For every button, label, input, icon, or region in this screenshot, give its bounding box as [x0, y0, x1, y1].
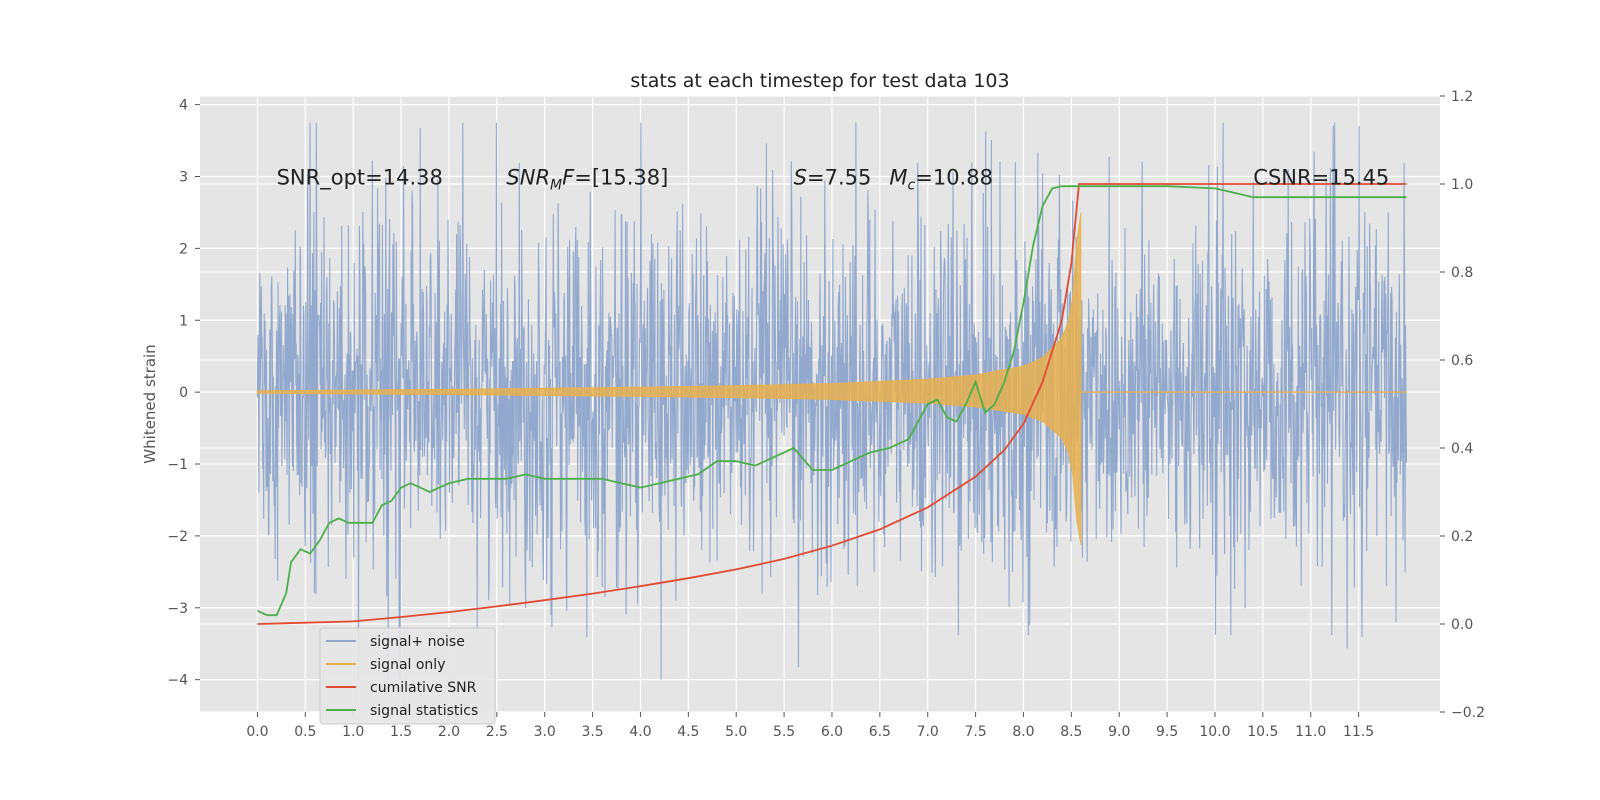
y-tick-label: 2 [179, 241, 188, 257]
x-tick-label: 0.0 [246, 724, 268, 740]
x-axis-ticks: 0.0 0.5 1.0 1.5 2.0 2.5 3.0 3.5 4.0 4.5 5.0 5.5 6.0 6… [246, 712, 1374, 740]
annotations: SNR_opt=14.38 SNRMF=[15.38] S=7.55 Mc=10.88… [277, 166, 1390, 194]
y2-tick-label: 0.6 [1451, 353, 1473, 369]
y-axis-ticks: 4 3 2 1 0 −1 −2 −3 −4 [167, 98, 200, 689]
legend-label: cumilative SNR [370, 680, 477, 696]
x-tick-label: 5.5 [773, 724, 795, 740]
x-tick-label: 2.5 [486, 724, 508, 740]
y-tick-label: 0 [179, 385, 188, 401]
cumilative-snr-line [257, 183, 1407, 625]
legend-frame [319, 627, 496, 725]
x-tick-label: 5.0 [725, 724, 747, 740]
y-tick-label: 1 [179, 313, 188, 329]
y-tick-label: −3 [167, 601, 188, 617]
x-tick-label: 10.5 [1247, 724, 1278, 740]
annotation-0: SNR_opt=14.38 [277, 166, 443, 191]
signal-only-envelope [257, 212, 1082, 545]
y-axis-label: Whitened strain [141, 344, 159, 463]
y2-tick-label: 1.2 [1451, 89, 1473, 105]
y2-tick-label: 0.0 [1451, 617, 1473, 633]
y-tick-label: 3 [179, 170, 188, 186]
annotation-3: Mc=10.88 [889, 166, 993, 194]
annotation-4: CSNR=15.45 [1253, 166, 1389, 190]
y-tick-label: 4 [179, 98, 188, 114]
y-tick-label: −4 [167, 673, 188, 689]
x-tick-label: 8.5 [1060, 724, 1082, 740]
x-tick-label: 11.0 [1295, 724, 1326, 740]
x-tick-label: 0.5 [294, 724, 316, 740]
y-tick-label: −2 [167, 529, 188, 545]
x-tick-label: 7.0 [917, 724, 939, 740]
signal-only-series [257, 212, 1407, 545]
y2-tick-label: 1.0 [1451, 177, 1473, 193]
x-tick-label: 1.0 [342, 724, 364, 740]
chart-title: stats at each timestep for test data 103 [630, 70, 1009, 92]
x-tick-label: 11.5 [1343, 724, 1374, 740]
x-tick-label: 9.0 [1108, 724, 1130, 740]
annotation-1: SNRMF=[15.38] [506, 166, 668, 194]
x-tick-label: 1.5 [390, 724, 412, 740]
x-tick-label: 8.0 [1012, 724, 1034, 740]
y-tick-label: −1 [167, 457, 188, 473]
legend: signal+ noise signal only cumilative SNR si… [319, 627, 496, 725]
y2-tick-label: 0.2 [1451, 529, 1473, 545]
x-tick-label: 4.5 [677, 724, 699, 740]
x-tick-label: 2.0 [438, 724, 460, 740]
signal-statistics-line [257, 185, 1407, 617]
x-tick-label: 3.5 [581, 724, 603, 740]
signal-noise-series [256, 122, 1408, 680]
annotation-2: S=7.55 [794, 166, 872, 190]
right-axis-series [257, 183, 1407, 625]
x-tick-label: 6.0 [821, 724, 843, 740]
legend-label: signal statistics [370, 703, 478, 719]
x-tick-label: 6.5 [869, 724, 891, 740]
legend-label: signal only [370, 657, 445, 673]
signal-noise-line [256, 122, 1408, 680]
y2-tick-label: 0.8 [1451, 265, 1473, 281]
y2-tick-label: −0.2 [1451, 705, 1485, 721]
legend-label: signal+ noise [370, 634, 465, 650]
y2-tick-label: 0.4 [1451, 441, 1473, 457]
x-tick-label: 4.0 [629, 724, 651, 740]
x-tick-label: 9.5 [1156, 724, 1178, 740]
x-tick-label: 7.5 [964, 724, 986, 740]
y2-axis-ticks: 1.2 1.0 0.8 0.6 0.4 0.2 0.0 −0.2 [1440, 89, 1485, 721]
x-tick-label: 3.0 [534, 724, 556, 740]
x-tick-label: 10.0 [1199, 724, 1230, 740]
